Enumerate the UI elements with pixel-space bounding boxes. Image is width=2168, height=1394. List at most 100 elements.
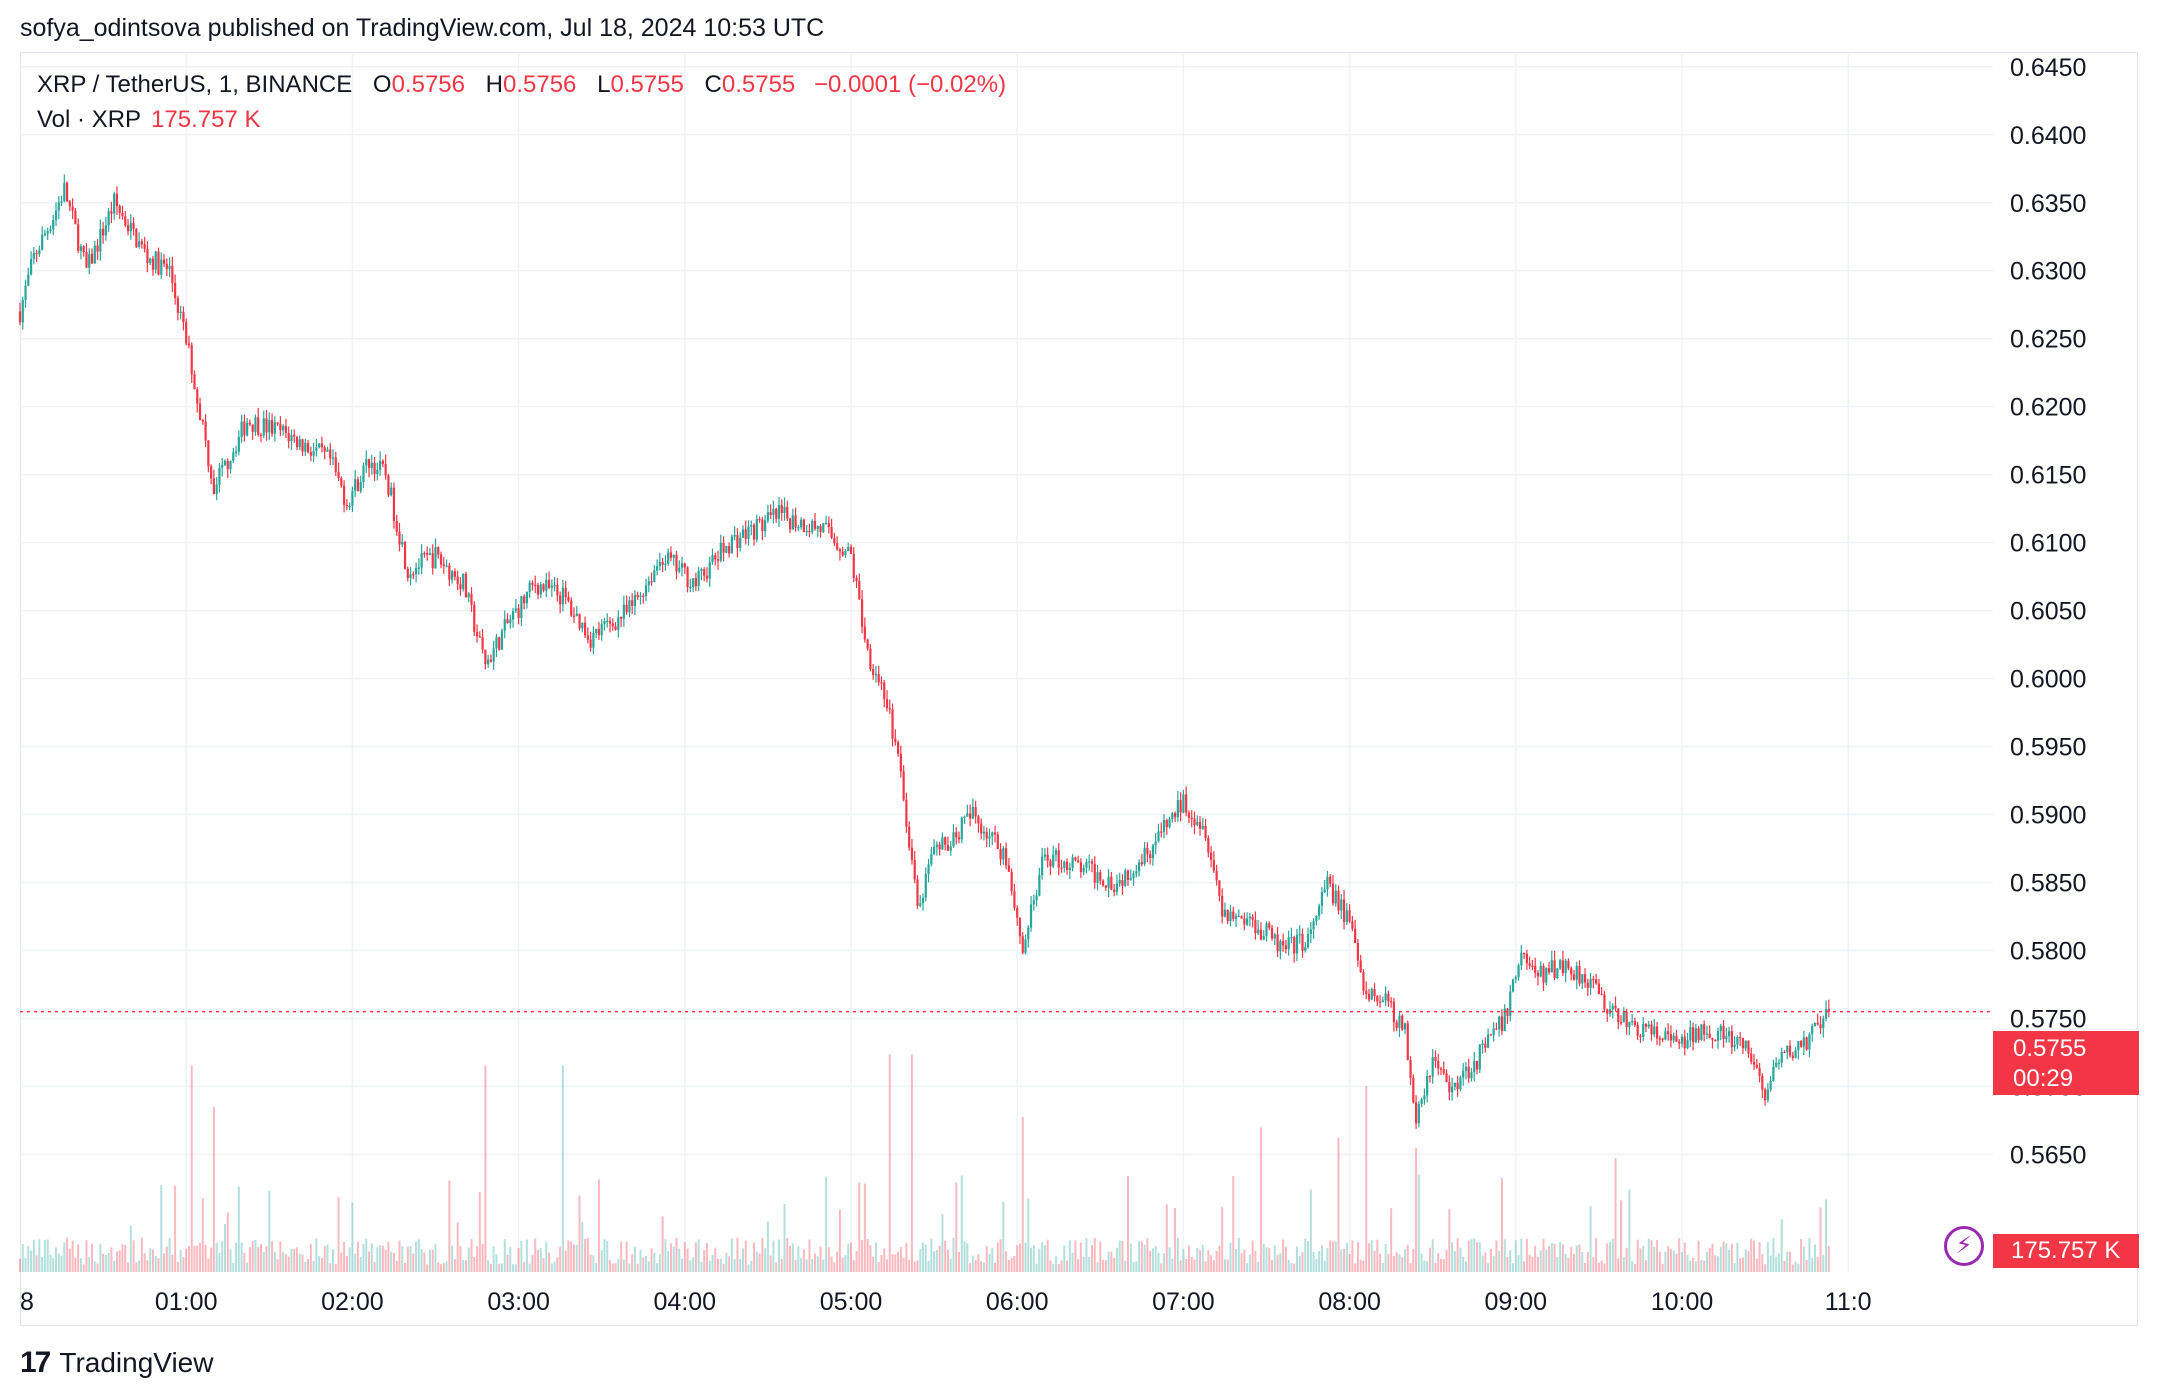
- candle-body: [1689, 1027, 1692, 1041]
- volume-bar: [1002, 1201, 1005, 1272]
- volume-bar: [370, 1243, 373, 1272]
- volume-value: 175.757 K: [151, 106, 261, 133]
- candle-body: [1306, 933, 1310, 948]
- candle-body: [243, 421, 246, 436]
- candle-body: [143, 244, 146, 249]
- volume-bar: [675, 1237, 678, 1272]
- candle-body: [1766, 1089, 1769, 1101]
- candle-body: [1417, 1104, 1420, 1124]
- candle-body: [675, 554, 678, 572]
- candle-body: [561, 588, 565, 605]
- candle-body: [985, 831, 988, 839]
- volume-bar: [606, 1241, 609, 1272]
- volume-bars: [19, 1054, 1830, 1272]
- candle-body: [1816, 1022, 1819, 1025]
- tradingview-brand[interactable]: 17 TradingView: [20, 1346, 213, 1380]
- volume-bar: [1398, 1254, 1401, 1272]
- volume-bar: [852, 1260, 855, 1272]
- candle-body: [1262, 935, 1265, 940]
- candle-body: [221, 464, 224, 468]
- candle-body: [1398, 1015, 1401, 1028]
- volume-bar: [1304, 1238, 1307, 1272]
- candle-body: [1614, 1005, 1617, 1009]
- candle-body: [595, 628, 598, 634]
- candle-body: [888, 708, 891, 710]
- volume-bar: [1138, 1241, 1141, 1272]
- volume-bar: [287, 1256, 290, 1272]
- volume-bar: [1348, 1253, 1351, 1272]
- volume-bar: [553, 1261, 556, 1272]
- candle-body: [752, 525, 756, 540]
- volume-bar: [766, 1221, 769, 1272]
- candle-body: [1439, 1068, 1443, 1070]
- lightning-icon[interactable]: ⚡: [1944, 1226, 1984, 1266]
- candle-body: [1542, 965, 1545, 983]
- volume-bar: [368, 1251, 371, 1272]
- candle-body: [523, 596, 526, 604]
- candle-body: [1154, 841, 1157, 846]
- volume-bar: [996, 1242, 999, 1272]
- candle-body: [210, 466, 213, 479]
- candle-body: [1254, 919, 1257, 934]
- candle-body: [387, 475, 390, 496]
- candle-body: [1370, 989, 1373, 1000]
- publisher-line: sofya_odintsova published on TradingView…: [20, 14, 825, 42]
- candle-body: [1124, 870, 1127, 886]
- volume-bar: [398, 1240, 401, 1272]
- candle-body: [298, 439, 301, 448]
- volume-bar: [1478, 1242, 1481, 1272]
- candle-body: [96, 245, 99, 252]
- volume-bar: [323, 1246, 326, 1272]
- candle-body: [331, 457, 335, 459]
- volume-bar: [259, 1244, 262, 1272]
- candle-body: [1182, 794, 1185, 813]
- candle-body: [1320, 892, 1323, 906]
- volume-bar: [1667, 1245, 1670, 1272]
- candle-body: [179, 311, 182, 313]
- volume-bar: [980, 1261, 983, 1272]
- volume-bar: [1165, 1204, 1168, 1272]
- candle-body: [1442, 1069, 1445, 1074]
- volume-bar: [1464, 1261, 1467, 1272]
- candle-body: [1539, 965, 1542, 977]
- volume-bar: [1016, 1245, 1019, 1272]
- candle-body: [287, 433, 290, 442]
- candle-body: [1600, 994, 1603, 996]
- volume-bar: [938, 1245, 941, 1272]
- candle-body: [1647, 1024, 1650, 1027]
- candle-body: [1043, 854, 1046, 857]
- candle-body: [226, 460, 229, 470]
- volume-bar: [1041, 1242, 1044, 1272]
- volume-bar: [445, 1261, 448, 1272]
- volume-bar: [1373, 1250, 1376, 1272]
- candle-body: [1082, 867, 1085, 873]
- volume-bar: [1603, 1263, 1606, 1272]
- volume-bar: [520, 1240, 523, 1272]
- volume-bar: [924, 1244, 927, 1272]
- candle-body: [600, 624, 603, 636]
- y-tick-label: 0.6350: [2010, 190, 2086, 218]
- candle-body: [509, 619, 512, 624]
- volume-bar: [503, 1238, 506, 1272]
- candle-body: [268, 420, 271, 433]
- volume-bar: [1473, 1238, 1476, 1272]
- volume-bar: [223, 1224, 226, 1272]
- candle-body: [564, 588, 567, 598]
- volume-bar: [1459, 1247, 1462, 1272]
- symbol-legend: XRP / TetherUS, 1, BINANCE O0.5756 H0.57…: [37, 71, 1006, 99]
- volume-bar: [1290, 1262, 1293, 1272]
- volume-bar: [1246, 1263, 1249, 1272]
- volume-bar: [1010, 1257, 1013, 1272]
- volume-bar: [1445, 1249, 1448, 1272]
- candle-body: [1401, 1015, 1404, 1030]
- volume-bar: [27, 1246, 30, 1272]
- volume-bar: [1753, 1240, 1756, 1272]
- candle-body: [1052, 854, 1055, 867]
- volume-bar: [1074, 1240, 1077, 1272]
- volume-bar: [52, 1258, 55, 1272]
- candle-body: [606, 620, 609, 623]
- volume-bar: [672, 1246, 675, 1272]
- volume-bar: [38, 1239, 41, 1272]
- candle-body: [1492, 1028, 1495, 1036]
